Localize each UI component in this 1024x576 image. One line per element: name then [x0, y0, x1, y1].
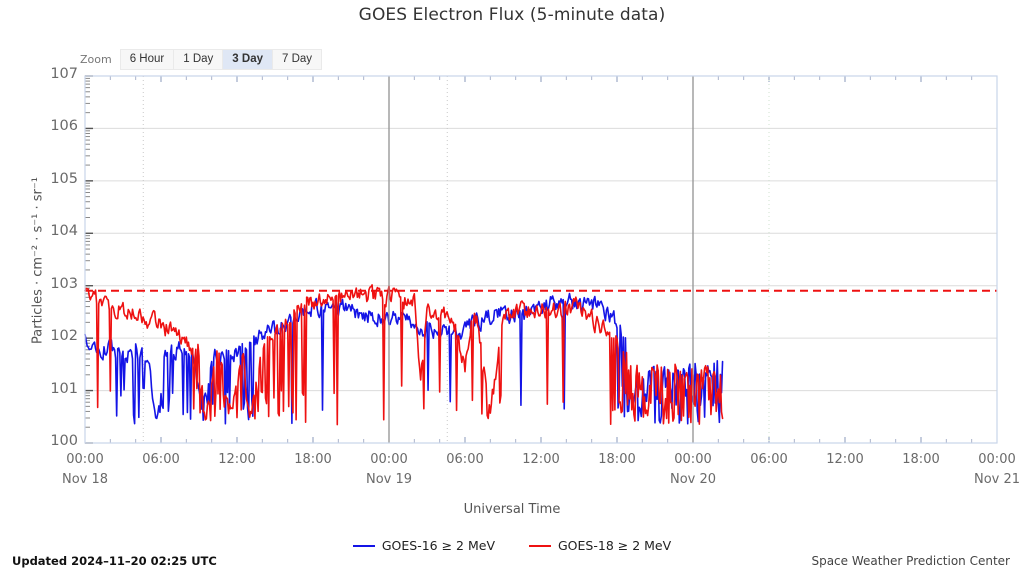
y-tick-label-6: 106	[32, 118, 78, 134]
event-marker-n-7[interactable]: N	[678, 85, 688, 99]
chart-legend: GOES-16 ≥ 2 MeV GOES-18 ≥ 2 MeV	[0, 538, 1024, 553]
y-tick-label-1: 101	[32, 381, 78, 397]
x-tick-label-7: 18:00	[598, 452, 636, 467]
y-tick-base: 10	[50, 275, 69, 292]
y-tick-label-4: 104	[32, 223, 78, 239]
y-tick-exponent: 0	[68, 432, 78, 449]
x-tick-label-9: 06:00	[750, 452, 788, 467]
y-tick-exponent: 1	[68, 380, 78, 397]
event-marker-m-5[interactable]: M	[502, 85, 514, 99]
zoom-label: Zoom	[80, 53, 112, 66]
x-tick-label-11: 18:00	[902, 452, 940, 467]
event-marker-m-0[interactable]: M	[137, 85, 149, 99]
x-tick-date-4: Nov 19	[365, 472, 413, 487]
y-tick-label-2: 102	[32, 328, 78, 344]
zoom-control: Zoom 6 Hour 1 Day 3 Day 7 Day	[80, 49, 323, 70]
y-axis-label: Particles · cm⁻² · s⁻¹ · sr⁻¹	[30, 177, 46, 344]
event-marker-m-4[interactable]: M	[441, 85, 453, 99]
y-tick-label-3: 103	[32, 276, 78, 292]
event-marker-n-3[interactable]: N	[372, 85, 383, 99]
x-tick-label-1: 06:00	[142, 452, 180, 467]
legend-swatch-goes-18	[529, 544, 551, 547]
y-tick-label-5: 105	[32, 171, 78, 187]
x-tick-date-0: Nov 18	[61, 472, 109, 487]
x-tick-label-12: 00:00	[978, 452, 1016, 467]
legend-item-goes-16[interactable]: GOES-16 ≥ 2 MeV	[352, 538, 495, 553]
x-tick-label-8: 00:00	[674, 452, 712, 467]
y-tick-base: 10	[50, 380, 69, 397]
y-tick-exponent: 3	[68, 275, 78, 292]
updated-timestamp: Updated 2024–11–20 02:25 UTC	[12, 554, 217, 568]
legend-item-goes-18[interactable]: GOES-18 ≥ 2 MeV	[529, 538, 671, 553]
zoom-button-7-day[interactable]: 7 Day	[271, 49, 323, 70]
y-tick-base: 10	[50, 170, 69, 187]
zoom-button-6-hour[interactable]: 6 Hour	[119, 49, 174, 70]
x-tick-label-6: 12:00	[522, 452, 560, 467]
threshold-label: SWPC Alert Threshold	[91, 277, 216, 291]
y-tick-label-0: 100	[32, 433, 78, 449]
source-attribution: Space Weather Prediction Center	[811, 554, 1010, 568]
legend-label-goes-16: GOES-16 ≥ 2 MeV	[381, 538, 495, 553]
y-tick-exponent: 6	[68, 118, 78, 135]
y-tick-label-7: 107	[32, 66, 78, 82]
legend-swatch-goes-16	[352, 544, 375, 547]
y-tick-exponent: 5	[68, 170, 78, 187]
event-marker-n-2[interactable]: N	[313, 85, 323, 99]
event-marker-m-1[interactable]: M	[198, 85, 210, 99]
y-tick-base: 10	[50, 118, 69, 135]
zoom-button-1-day[interactable]: 1 Day	[173, 49, 223, 70]
x-axis-label: Universal Time	[463, 502, 561, 517]
y-tick-exponent: 2	[68, 328, 78, 345]
x-tick-label-3: 18:00	[294, 452, 332, 467]
zoom-button-3-day[interactable]: 3 Day	[222, 49, 272, 70]
y-tick-base: 10	[50, 328, 69, 345]
event-marker-n-6[interactable]: N	[618, 85, 629, 99]
x-tick-label-4: 00:00	[370, 452, 408, 467]
x-tick-label-10: 12:00	[826, 452, 864, 467]
x-tick-date-8: Nov 20	[669, 472, 717, 487]
x-tick-date-12: Nov 21	[973, 472, 1021, 487]
x-tick-label-0: 00:00	[66, 452, 104, 467]
y-tick-base: 10	[50, 66, 69, 82]
page-title: GOES Electron Flux (5-minute data)	[358, 5, 666, 25]
x-tick-label-5: 06:00	[446, 452, 484, 467]
x-tick-label-2: 12:00	[218, 452, 256, 467]
y-tick-exponent: 4	[68, 223, 78, 240]
legend-label-goes-18: GOES-18 ≥ 2 MeV	[558, 538, 672, 553]
y-tick-base: 10	[50, 432, 69, 449]
y-tick-base: 10	[50, 223, 69, 240]
y-tick-exponent: 7	[68, 66, 78, 82]
